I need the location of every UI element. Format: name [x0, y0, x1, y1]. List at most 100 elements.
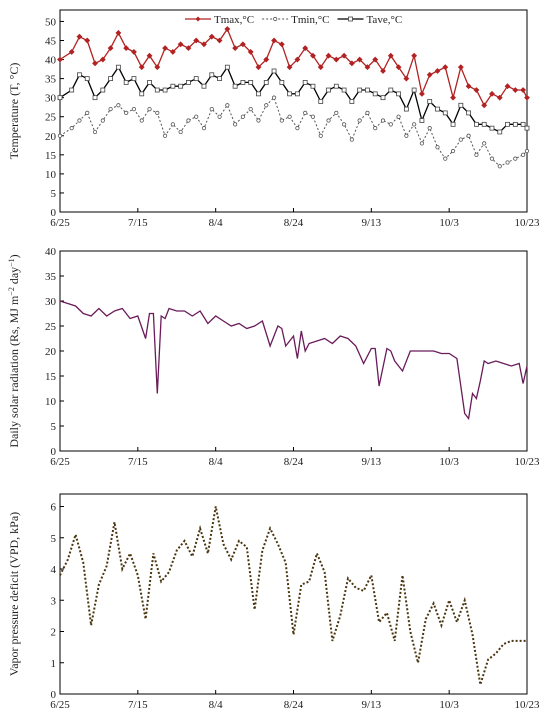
x-tick-label: 8/4 [209, 456, 224, 468]
tave-marker [318, 99, 324, 104]
tave-marker [396, 91, 401, 97]
tmin-marker [380, 118, 386, 123]
tmin-marker [303, 110, 308, 116]
tmax-marker [450, 94, 456, 101]
tmin-marker [458, 137, 463, 142]
tave-marker [84, 76, 90, 82]
tmax-marker [99, 56, 106, 63]
tmax-marker [380, 68, 386, 74]
tmin-marker [240, 114, 246, 119]
tave-marker [248, 80, 254, 85]
tmin-marker [412, 122, 417, 127]
tave-marker [69, 87, 75, 93]
y-axis-title-part: −1 [7, 258, 16, 267]
x-tick-label: 10/3 [439, 456, 459, 468]
tmin-marker [435, 145, 440, 150]
tave-marker [380, 95, 386, 101]
tmin-marker [497, 164, 502, 169]
y-axis-title: Vapor pressure deficit (VPD, kPa) [7, 512, 21, 676]
tmin-marker [349, 137, 354, 142]
tave-marker [115, 64, 121, 70]
tmax-marker [442, 64, 449, 71]
tmin-marker [373, 126, 378, 131]
tmax-marker [247, 49, 254, 55]
tmin-marker [326, 118, 331, 123]
tmax-marker [92, 60, 98, 67]
tave-marker [139, 91, 145, 97]
tmin-marker [116, 103, 121, 108]
tmin-marker [186, 118, 191, 123]
y-tick-label: 50 [45, 16, 57, 28]
tave-marker [271, 68, 277, 74]
tmax-marker [317, 64, 324, 71]
tmax-marker [411, 52, 418, 59]
vpd-panel: 0 1 2 3 4 5 6 6/25 7/15 8/4 8/24 9/13 10/3 10/23 Vapor… [7, 493, 540, 711]
tmin-marker [233, 122, 238, 127]
temperature-panel: 0 5 10 15 20 25 30 35 40 45 50 6/25 7/15 8/4 8/24 9/13 1… [7, 9, 540, 229]
y-axis-title-part: ) [7, 254, 21, 258]
tmax-marker [216, 37, 223, 44]
tave-marker [419, 118, 425, 123]
tmax-marker [419, 90, 425, 97]
y-tick-label: 5 [51, 421, 57, 433]
tave-marker [224, 64, 230, 70]
tave-marker [427, 99, 433, 104]
x-tick-label: 9/13 [362, 699, 382, 711]
tmin-marker [310, 114, 316, 119]
tave-marker [341, 87, 347, 93]
tave-marker [154, 87, 160, 93]
tmin-marker [482, 141, 487, 146]
y-axis-title-part: day [7, 267, 21, 287]
tmin-marker [201, 126, 207, 131]
tmax-marker [489, 90, 495, 97]
tmin-marker [295, 126, 300, 131]
tmax-marker [434, 68, 441, 74]
y-tick-label: 0 [51, 207, 57, 219]
tave-marker [170, 83, 176, 89]
tave-marker [294, 91, 300, 97]
tave-marker [333, 83, 339, 89]
tmax-marker [341, 52, 348, 59]
tmin-marker [147, 106, 152, 112]
tmin-marker [396, 114, 401, 119]
legend-label: Tmin,°C [291, 14, 329, 26]
tmin-marker [365, 110, 370, 116]
legend-marker [273, 16, 278, 22]
tmin-marker [271, 95, 277, 100]
x-tick-label: 7/15 [128, 699, 148, 711]
tave-marker [279, 80, 285, 85]
tmax-marker [232, 45, 239, 52]
y-tick-label: 30 [45, 93, 57, 105]
legend-label: Tmax,°C [214, 14, 254, 26]
tave-marker [240, 80, 246, 85]
tmax-marker [263, 56, 270, 63]
tmin-marker [466, 133, 471, 138]
x-tick-label: 6/25 [50, 456, 70, 468]
tave-marker [326, 87, 331, 93]
tave-marker [481, 121, 487, 127]
x-tick-label: 7/15 [128, 217, 148, 229]
tave-marker [217, 76, 222, 82]
tave-marker [209, 72, 215, 78]
tmin-marker [209, 106, 214, 112]
tmax-marker [201, 41, 207, 48]
tave-marker [147, 80, 152, 85]
x-tick-label: 8/24 [284, 456, 304, 468]
y-axis-title: Daily solar radiation (Rs, MJ m−2 day−1) [7, 254, 21, 447]
tmax-marker [364, 64, 371, 71]
y-tick-label: 5 [51, 188, 57, 200]
tave-marker [92, 95, 98, 101]
tave-marker [178, 83, 184, 89]
x-tick-label: 10/3 [439, 217, 459, 229]
x-tick-label: 9/13 [362, 217, 382, 229]
tave-marker [256, 91, 261, 97]
tave-marker [108, 76, 113, 82]
tave-marker [186, 80, 191, 85]
tmin-marker [334, 110, 339, 116]
tmin-marker [279, 118, 284, 123]
tmin-marker [124, 110, 129, 116]
tmax-marker [481, 102, 488, 109]
tave-marker [365, 87, 370, 93]
x-tick-label: 8/4 [209, 217, 224, 229]
